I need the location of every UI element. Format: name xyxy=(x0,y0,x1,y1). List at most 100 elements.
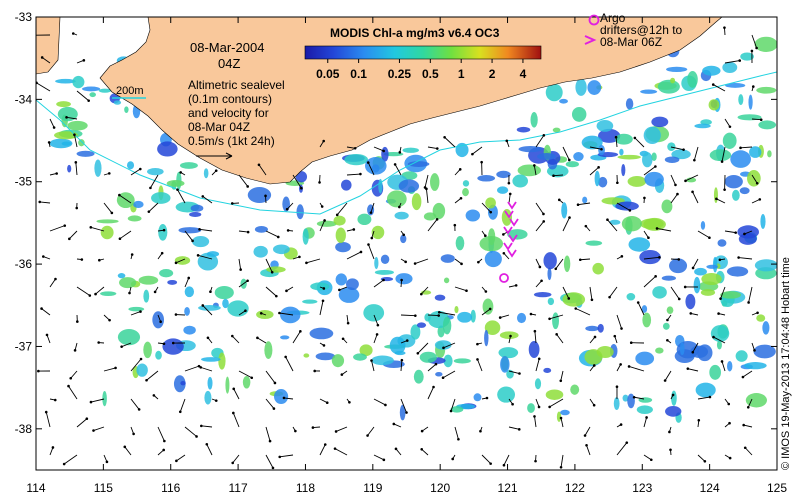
chlorophyll-patch xyxy=(575,78,587,96)
velocity-vector-head xyxy=(708,236,711,240)
velocity-vector-head xyxy=(703,459,707,463)
argo-drifter-chevron-icon xyxy=(507,201,517,210)
velocity-vector-head xyxy=(54,277,57,281)
chlorophyll-patch xyxy=(670,77,676,84)
chlorophyll-patch xyxy=(399,404,406,421)
velocity-vector xyxy=(420,286,429,295)
velocity-vector-head xyxy=(94,292,97,296)
chlorophyll-patch xyxy=(113,100,122,105)
velocity-vector-head xyxy=(548,405,551,409)
chlorophyll-patch xyxy=(585,240,603,246)
velocity-vector xyxy=(70,370,78,379)
velocity-vector xyxy=(724,118,731,127)
chlorophyll-patch xyxy=(710,325,730,342)
chlorophyll-patch xyxy=(218,352,226,370)
velocity-vector-head xyxy=(554,267,558,271)
velocity-vector-head xyxy=(723,188,726,191)
chlorophyll-patch xyxy=(545,83,563,102)
velocity-vector xyxy=(335,426,348,432)
chlorophyll-patch xyxy=(754,36,777,52)
velocity-vector xyxy=(744,447,753,456)
velocity-vector-head xyxy=(284,355,287,359)
chlorophyll-patch xyxy=(556,411,562,422)
velocity-vector-head xyxy=(334,430,338,433)
chlorophyll-patch xyxy=(57,106,78,122)
velocity-vector-head xyxy=(465,289,468,293)
velocity-vector-head xyxy=(201,195,205,198)
velocity-vector xyxy=(130,358,142,372)
chlorophyll-patch xyxy=(371,355,394,366)
velocity-vector-head xyxy=(147,210,151,213)
velocity-vector-head xyxy=(743,232,746,236)
velocity-vector-head xyxy=(420,448,424,451)
velocity-vector-head xyxy=(63,224,67,227)
velocity-vector-head xyxy=(508,192,512,196)
velocity-vector-head xyxy=(755,181,759,185)
velocity-vector-head xyxy=(518,372,521,375)
argo-drifter-chevron-icon xyxy=(504,210,514,219)
chlorophyll-patch xyxy=(516,126,531,133)
velocity-vector xyxy=(36,82,51,92)
chlorophyll-patch xyxy=(100,291,117,297)
velocity-vector-head xyxy=(676,192,679,196)
velocity-vector-head xyxy=(162,228,166,232)
velocity-vector xyxy=(751,198,760,204)
velocity-vector-head xyxy=(533,164,536,167)
velocity-vector-head xyxy=(691,190,694,194)
chlorophyll-patch xyxy=(310,282,330,291)
chlorophyll-patch xyxy=(679,342,685,356)
velocity-vector-head xyxy=(82,59,86,62)
chlorophyll-patch xyxy=(687,71,698,88)
velocity-vector-head xyxy=(257,163,261,167)
chlorophyll-patch xyxy=(581,135,603,150)
velocity-vector-head xyxy=(42,255,45,258)
velocity-vector-head xyxy=(98,258,101,262)
velocity-vector-head xyxy=(214,399,218,402)
velocity-vector-head xyxy=(597,166,600,169)
velocity-vector-head xyxy=(502,233,505,236)
chlorophyll-patch xyxy=(664,156,680,163)
chlorophyll-patch xyxy=(530,112,538,128)
velocity-vector xyxy=(265,398,275,409)
velocity-vector xyxy=(199,228,213,232)
longitude-axis: 114 115 116 117 118 119 120 121 122 123 124 125 xyxy=(26,17,787,495)
argo-legend-text: Argo drifters@12h to 08-Mar 06Z xyxy=(600,11,683,49)
velocity-vector xyxy=(616,442,628,456)
chlorophyll-patch xyxy=(357,213,372,226)
velocity-vector xyxy=(75,162,78,176)
velocity-vector-head xyxy=(643,196,646,200)
chlorophyll-patch xyxy=(596,346,614,359)
argo-direction-chevron-icon xyxy=(584,35,597,45)
velocity-vector-head xyxy=(542,212,545,216)
velocity-vector-head xyxy=(557,198,561,202)
chlorophyll-patch xyxy=(516,312,527,324)
chlorophyll-patch xyxy=(407,161,430,167)
velocity-vector-head xyxy=(715,197,718,201)
velocity-vector xyxy=(286,202,294,210)
velocity-vector-head xyxy=(359,172,362,176)
chlorophyll-patch xyxy=(126,161,135,170)
velocity-vector-head xyxy=(718,258,722,262)
chlorophyll-patch xyxy=(592,262,604,275)
velocity-vector xyxy=(319,220,326,232)
velocity-vector xyxy=(549,398,564,408)
velocity-vector-head xyxy=(278,311,281,315)
velocity-vector xyxy=(634,396,645,400)
chlorophyll-patch xyxy=(694,267,707,276)
chlorophyll-patch xyxy=(453,358,471,364)
colorbar-tick-label: 1 xyxy=(458,67,465,81)
velocity-vector-head xyxy=(435,218,439,221)
chlorophyll-patch xyxy=(214,286,234,300)
velocity-vector-head xyxy=(40,307,43,310)
velocity-vector-head xyxy=(346,321,350,325)
velocity-vector xyxy=(238,258,242,270)
velocity-vector xyxy=(535,221,545,232)
velocity-vector-head xyxy=(583,434,587,437)
chlorophyll-patch xyxy=(573,152,584,162)
chlorophyll-patch xyxy=(201,357,221,362)
chlorophyll-patch xyxy=(753,344,776,359)
velocity-vector xyxy=(292,331,301,344)
velocity-vector-head xyxy=(435,147,439,150)
chlorophyll-patch xyxy=(302,228,309,245)
chlorophyll-patch xyxy=(364,157,387,175)
